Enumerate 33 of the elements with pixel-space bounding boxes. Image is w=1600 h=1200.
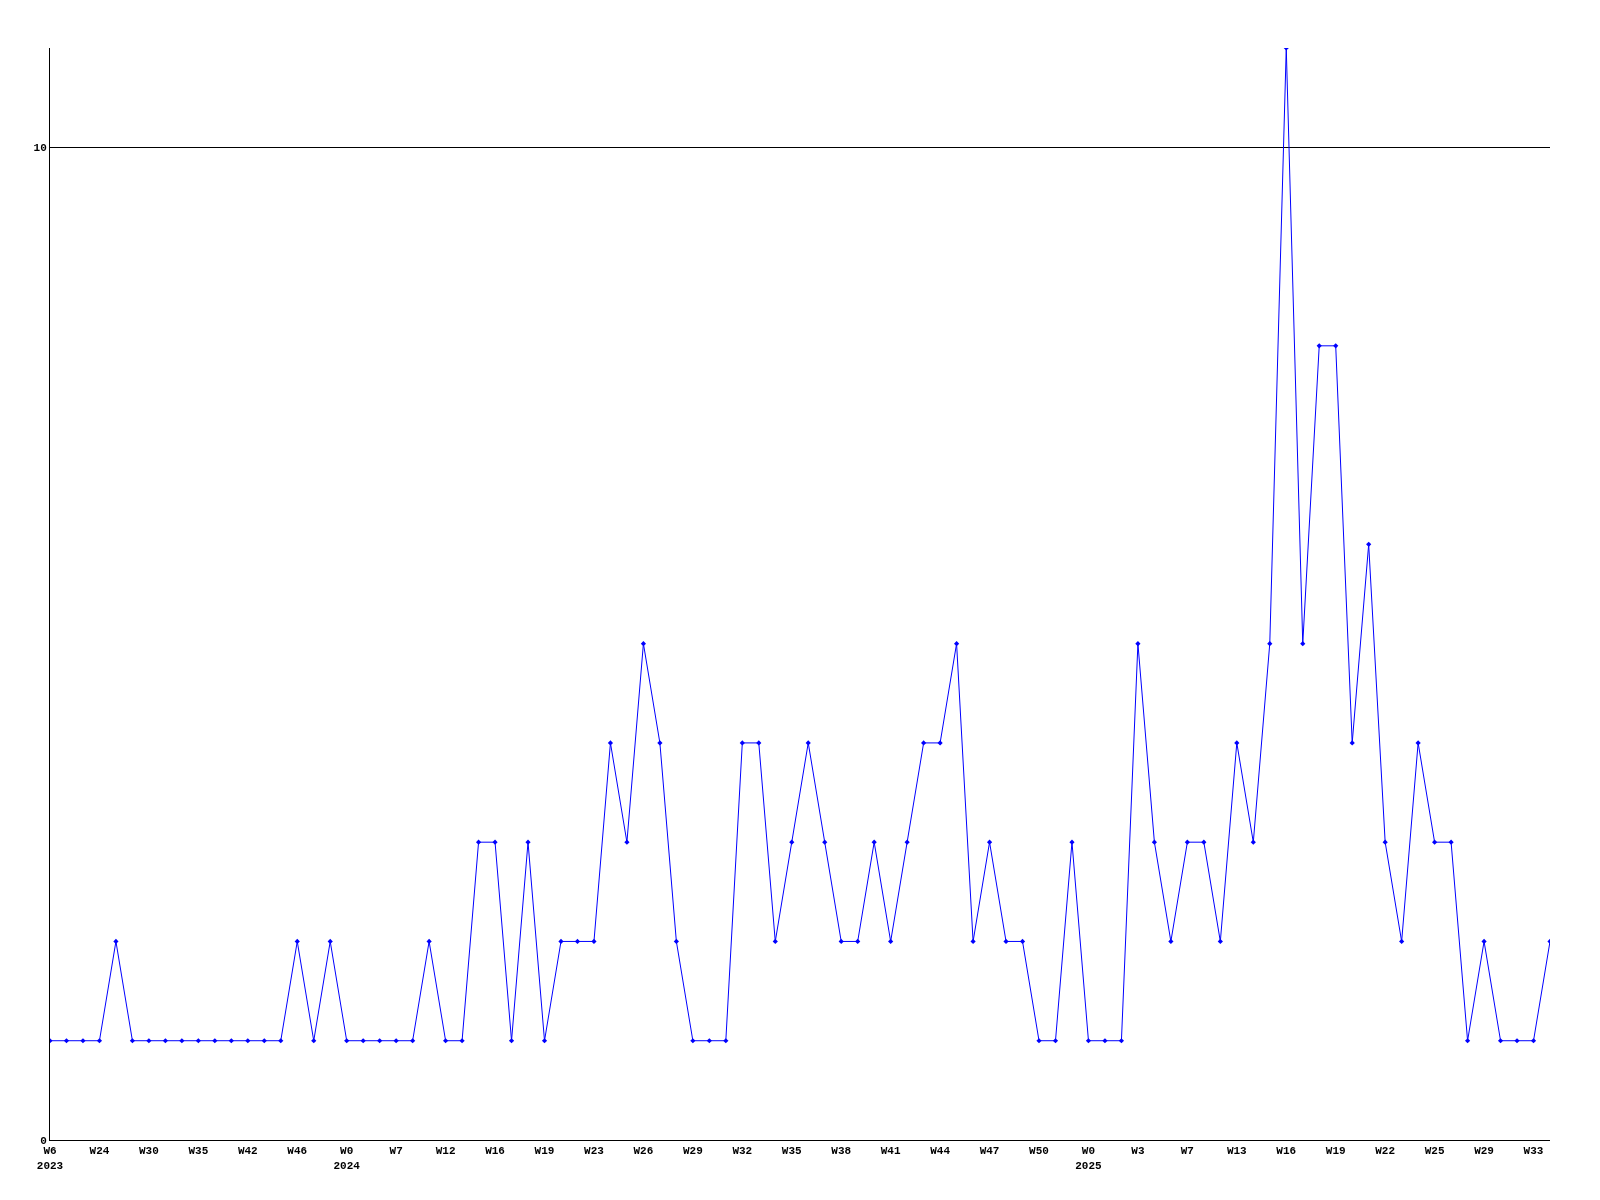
x-tick-label: W25 <box>1424 1145 1445 1158</box>
x-tick-label: W50 <box>1029 1145 1049 1158</box>
x-tick-label: W32 <box>732 1145 753 1158</box>
x-tick-label: W7 <box>1180 1145 1194 1158</box>
x-tick-label: W19 <box>534 1145 555 1158</box>
x-tick-label: W30 <box>138 1145 159 1158</box>
x-tick-label: W41 <box>880 1145 901 1158</box>
x-tick-label: W16 <box>485 1145 505 1158</box>
y-tick-label: 10 <box>33 142 47 155</box>
x-tick-label: W3 <box>1131 1145 1145 1158</box>
x-tick-label: W12 <box>435 1145 456 1158</box>
x-tick-label: W35 <box>781 1145 803 1158</box>
x-tick-label: W42 <box>237 1145 258 1158</box>
x-tick-label: W33 <box>1523 1145 1544 1158</box>
x-tick-label: W24 <box>89 1145 110 1158</box>
x-tick-label: W23 <box>584 1145 605 1158</box>
x-tick-label: W16 <box>1276 1145 1297 1158</box>
x-tick-label: W22 <box>1375 1145 1396 1158</box>
y-tick-label: 0 <box>40 1134 47 1147</box>
x-tick-label: W0 2025 <box>1075 1145 1103 1172</box>
x-tick-label: W13 <box>1226 1145 1248 1158</box>
x-tick-label: W47 <box>979 1145 1000 1158</box>
x-tick-label: W38 <box>831 1145 852 1158</box>
x-tick-label: W6 2023 <box>36 1145 64 1172</box>
x-tick-label: W26 <box>633 1145 654 1158</box>
x-tick-label: W44 <box>930 1145 951 1158</box>
x-tick-label: W46 <box>287 1145 308 1158</box>
x-tick-label: W7 <box>389 1145 403 1158</box>
x-tick-label: W19 <box>1325 1145 1346 1158</box>
x-tick-label: W35 <box>188 1145 209 1158</box>
x-tick-label: W29 <box>682 1145 703 1158</box>
x-tick-label: W29 <box>1474 1145 1494 1158</box>
x-tick-label: W0 2024 <box>333 1145 361 1172</box>
